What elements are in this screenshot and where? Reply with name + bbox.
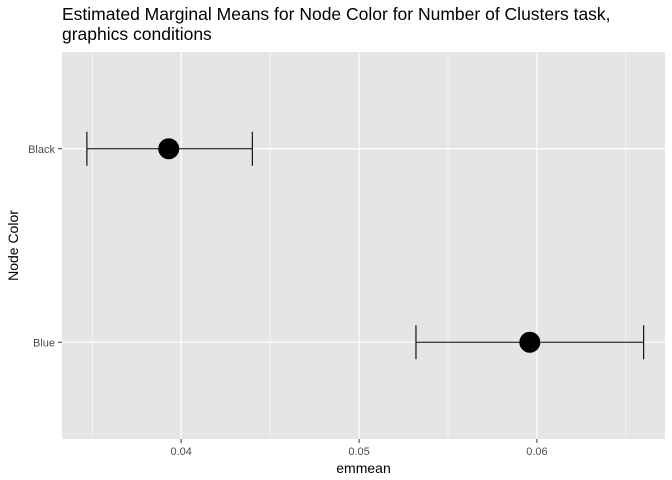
x-tick-label: 0.05 xyxy=(348,446,369,458)
x-tick-label: 0.06 xyxy=(526,446,547,458)
point-black xyxy=(158,138,180,160)
chart-title-line-2: graphics conditions xyxy=(62,24,212,44)
chart-title-line-1: Estimated Marginal Means for Node Color … xyxy=(62,4,611,24)
x-tick-label: 0.04 xyxy=(170,446,191,458)
y-tick-label: Blue xyxy=(33,337,55,349)
plot-panel xyxy=(62,52,665,439)
y-tick-label: Black xyxy=(28,144,55,156)
point-blue xyxy=(519,331,541,353)
axis-layer: 0.04 0.05 0.06 Black Blue xyxy=(28,144,548,458)
data-layer xyxy=(86,131,645,360)
x-axis-title: emmean xyxy=(336,460,390,476)
y-axis-title: Node Color xyxy=(5,210,21,281)
